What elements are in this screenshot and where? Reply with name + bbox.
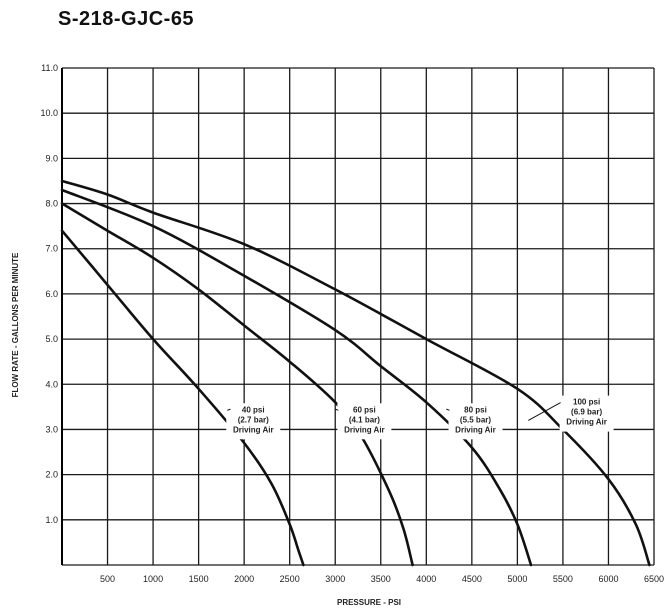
annotation-leader bbox=[227, 408, 231, 411]
annotation-background bbox=[226, 403, 281, 440]
y-axis-label: FLOW RATE - GALLONS PER MINUTE bbox=[11, 252, 20, 397]
grid-layer bbox=[61, 67, 655, 566]
x-tick-label: 2500 bbox=[280, 574, 300, 584]
curve-annotation-text: Driving Air bbox=[344, 425, 385, 434]
curve-annotation-text: Driving Air bbox=[455, 425, 496, 434]
annotation-leader bbox=[528, 402, 561, 421]
y-tick-label: 10.0 bbox=[40, 108, 58, 118]
curve-annotation-text: (5.5 bar) bbox=[460, 415, 491, 424]
tick-layer: 500 1000 1500 2000 2500 3000 3500 4000 4500 5000 5… bbox=[40, 63, 664, 584]
x-tick-label: 3000 bbox=[325, 574, 345, 584]
y-tick-label: 4.0 bbox=[45, 379, 58, 389]
curve-annotation-text: Driving Air bbox=[233, 425, 274, 434]
curve-annotation-text: (6.9 bar) bbox=[571, 408, 602, 417]
x-tick-label: 500 bbox=[100, 574, 115, 584]
x-tick-label: 2000 bbox=[234, 574, 254, 584]
annotation-leader bbox=[335, 408, 339, 411]
x-tick-label: 1500 bbox=[189, 574, 209, 584]
annotation-background bbox=[448, 403, 503, 440]
x-tick-label: 6000 bbox=[598, 574, 618, 584]
x-tick-label: 6500 bbox=[644, 574, 664, 584]
curve-annotation-text: Driving Air bbox=[566, 418, 607, 427]
y-tick-label: 1.0 bbox=[45, 515, 58, 525]
y-tick-label: 2.0 bbox=[45, 470, 58, 480]
curve-annotation-text: (4.1 bar) bbox=[349, 415, 380, 424]
chart-title: S-218-GJC-65 bbox=[58, 8, 195, 30]
curve-annotation-text: 100 psi bbox=[573, 398, 600, 407]
x-tick-label: 4500 bbox=[462, 574, 482, 584]
curve-annotation-text: 80 psi bbox=[464, 405, 487, 414]
x-tick-label: 1000 bbox=[143, 574, 163, 584]
x-axis-label: PRESSURE - PSI bbox=[337, 598, 401, 607]
y-tick-label: 11.0 bbox=[41, 63, 58, 73]
series-line-4 bbox=[60, 179, 651, 567]
series-line-1 bbox=[60, 229, 305, 567]
series-line-3 bbox=[60, 188, 533, 567]
curve-annotation-text: 40 psi bbox=[242, 405, 265, 414]
annotation-leader bbox=[446, 408, 450, 411]
y-tick-label: 7.0 bbox=[45, 244, 58, 254]
y-tick-label: 3.0 bbox=[45, 424, 58, 434]
series-layer bbox=[60, 179, 651, 567]
x-tick-label: 5500 bbox=[553, 574, 573, 584]
curve-annotation-text: 60 psi bbox=[353, 405, 376, 414]
y-tick-label: 5.0 bbox=[45, 334, 58, 344]
x-tick-label: 5000 bbox=[507, 574, 527, 584]
annotation-background bbox=[559, 395, 614, 432]
y-tick-label: 6.0 bbox=[45, 289, 58, 299]
curve-annotation-text: (2.7 bar) bbox=[238, 415, 269, 424]
y-tick-label: 8.0 bbox=[45, 199, 58, 209]
x-tick-label: 3500 bbox=[371, 574, 391, 584]
series-line-2 bbox=[60, 202, 414, 567]
annotation-background bbox=[337, 403, 392, 440]
y-tick-label: 9.0 bbox=[45, 153, 58, 163]
x-tick-label: 4000 bbox=[416, 574, 436, 584]
